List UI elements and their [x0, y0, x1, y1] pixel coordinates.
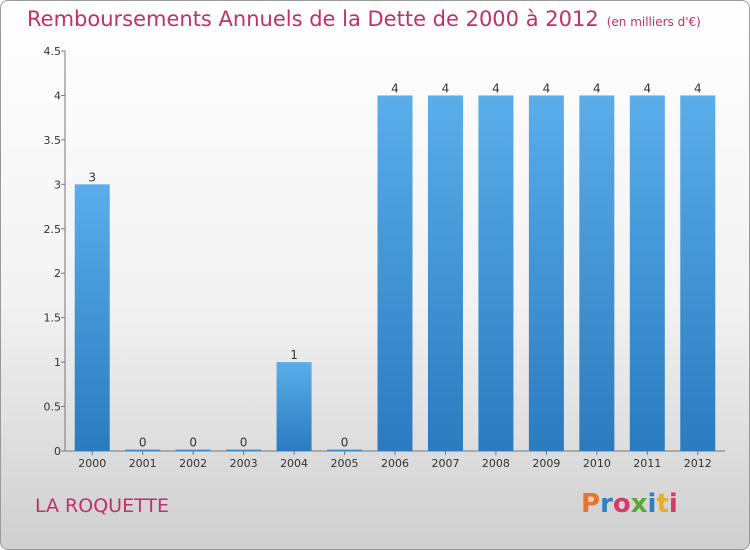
bar-2012	[680, 95, 716, 451]
x-tick-label-2002: 2002	[179, 457, 207, 470]
x-tick-label-2005: 2005	[331, 457, 359, 470]
logo-letter: t	[656, 489, 669, 519]
logo-letter: P	[581, 489, 601, 519]
bar-2004	[276, 362, 312, 451]
bar-2003	[226, 449, 262, 451]
y-tick-label: 0.5	[44, 401, 62, 414]
bar-2009	[528, 95, 564, 451]
bar-2011	[629, 95, 665, 451]
data-label-2002: 0	[189, 436, 197, 450]
data-label-2004: 1	[290, 348, 298, 362]
x-tick-label-2010: 2010	[583, 457, 611, 470]
y-tick-label: 0	[54, 445, 61, 458]
bar-2008	[478, 95, 514, 451]
bar-2007	[427, 95, 463, 451]
data-label-2009: 4	[543, 81, 551, 95]
y-tick-label: 2	[54, 267, 61, 280]
x-tick-label-2009: 2009	[532, 457, 560, 470]
x-tick-label-2006: 2006	[381, 457, 409, 470]
data-label-2012: 4	[694, 81, 702, 95]
bar-2002	[175, 449, 211, 451]
y-tick-label: 3.5	[44, 134, 62, 147]
chart-title: Remboursements Annuels de la Dette de 20…	[27, 7, 701, 31]
x-tick-label-2011: 2011	[633, 457, 661, 470]
bar-2005	[327, 449, 363, 451]
data-label-2006: 4	[391, 81, 399, 95]
bar-2000	[74, 184, 110, 452]
title-text: Remboursements Annuels de la Dette de 20…	[27, 7, 599, 31]
y-tick-label: 1.5	[44, 312, 62, 325]
x-tick-label-2001: 2001	[129, 457, 157, 470]
x-tick-label-2000: 2000	[78, 457, 106, 470]
unit-text: (en milliers d'€)	[606, 15, 701, 29]
y-tick-label: 1	[54, 356, 61, 369]
data-label-2005: 0	[341, 436, 349, 450]
x-tick-label-2007: 2007	[431, 457, 459, 470]
data-label-2008: 4	[492, 81, 500, 95]
data-label-2010: 4	[593, 81, 601, 95]
data-label-2007: 4	[442, 81, 450, 95]
logo-letter: i	[668, 489, 678, 519]
data-label-2003: 0	[240, 436, 248, 450]
x-tick-label-2003: 2003	[230, 457, 258, 470]
logo-letter: x	[630, 489, 648, 519]
x-tick-label-2004: 2004	[280, 457, 308, 470]
logo-letter: o	[612, 489, 631, 519]
y-tick-label: 3	[54, 178, 61, 191]
x-tick-label-2012: 2012	[684, 457, 712, 470]
data-label-2000: 3	[88, 170, 96, 184]
x-tick-label-2008: 2008	[482, 457, 510, 470]
y-tick-label: 4.5	[44, 45, 62, 58]
proxiti-logo: Proxiti	[581, 489, 678, 519]
place-name: LA ROQUETTE	[35, 495, 169, 517]
bar-2001	[125, 449, 161, 451]
bar-2010	[579, 95, 615, 451]
bar-2006	[377, 95, 413, 451]
logo-letter: r	[600, 489, 613, 519]
data-label-2001: 0	[139, 436, 147, 450]
logo-letter: i	[647, 489, 657, 519]
data-label-2011: 4	[643, 81, 651, 95]
y-tick-label: 4	[54, 89, 61, 102]
y-tick-label: 2.5	[44, 223, 62, 236]
